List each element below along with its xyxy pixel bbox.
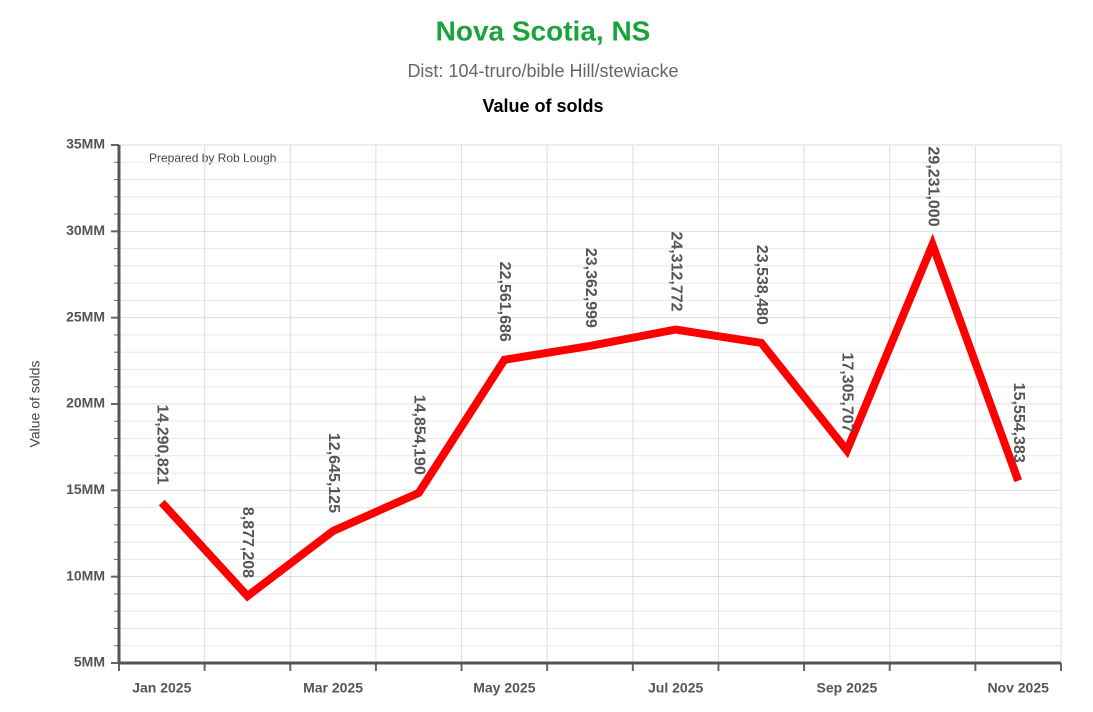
data-label: 12,645,125 — [325, 433, 342, 513]
annotation: Prepared by Rob Lough — [149, 151, 276, 165]
data-label: 14,854,190 — [410, 395, 427, 475]
data-label: 23,362,999 — [582, 248, 599, 328]
data-label: 29,231,000 — [924, 147, 941, 227]
grid — [114, 144, 1062, 664]
chart-subtitle: Dist: 104-truro/bible Hill/stewiacke — [407, 61, 678, 81]
plot-title: Value of solds — [482, 96, 603, 116]
y-tick-label: 10MM — [66, 567, 105, 583]
data-label: 14,290,821 — [154, 405, 171, 485]
y-tick-label: 30MM — [66, 222, 105, 238]
x-tick-label: Jan 2025 — [132, 680, 191, 696]
x-tick-label: Mar 2025 — [303, 680, 363, 696]
x-tick-label: May 2025 — [473, 680, 535, 696]
data-line — [158, 233, 1022, 602]
data-label: 17,305,707 — [839, 352, 856, 432]
y-axis-title: Value of solds — [27, 361, 43, 448]
y-tick-label: 20MM — [66, 395, 105, 411]
data-label: 15,554,383 — [1010, 383, 1027, 463]
data-label: 23,538,480 — [753, 245, 770, 325]
data-label: 24,312,772 — [667, 231, 684, 311]
chart-title: Nova Scotia, NS — [436, 15, 651, 46]
x-tick-label: Sep 2025 — [817, 680, 878, 696]
y-tick-label: 25MM — [66, 308, 105, 324]
x-tick-label: Nov 2025 — [987, 680, 1049, 696]
y-tick-label: 35MM — [66, 136, 105, 152]
data-label: 8,877,208 — [239, 507, 256, 578]
x-tick-label: Jul 2025 — [648, 680, 703, 696]
data-label: 22,561,686 — [496, 262, 513, 342]
y-tick-label: 5MM — [74, 654, 105, 670]
y-tick-label: 15MM — [66, 481, 105, 497]
